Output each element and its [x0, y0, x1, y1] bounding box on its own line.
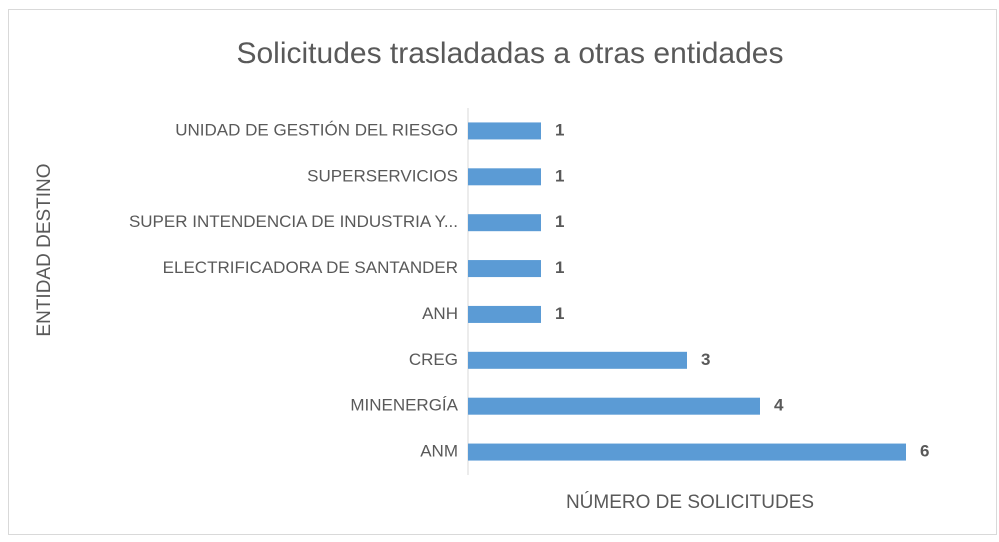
data-label: 1 [555, 166, 564, 185]
bar [468, 305, 541, 323]
bar [468, 443, 906, 461]
bar [468, 397, 760, 415]
bar [468, 214, 541, 232]
y-tick-label: SUPERSERVICIOS [307, 166, 458, 185]
data-label: 1 [555, 304, 564, 323]
data-label: 4 [774, 396, 784, 415]
data-label: 1 [555, 258, 564, 277]
y-tick-label: ANM [420, 442, 458, 461]
x-axis-label: NÚMERO DE SOLICITUDES [566, 491, 814, 513]
y-axis-label: ENTIDAD DESTINO [34, 163, 55, 336]
y-tick-label: MINENERGÍA [350, 396, 458, 415]
bar [468, 168, 541, 186]
y-tick-label: ELECTRIFICADORA DE SANTANDER [163, 258, 458, 277]
chart-title: Solicitudes trasladadas a otras entidade… [236, 37, 783, 70]
bar [468, 122, 541, 140]
y-tick-label: SUPER INTENDENCIA DE INDUSTRIA Y... [129, 212, 458, 231]
bar [468, 260, 541, 278]
data-label: 6 [920, 442, 929, 461]
y-tick-label: UNIDAD DE GESTIÓN DEL RIESGO [175, 120, 458, 139]
data-label: 3 [701, 350, 710, 369]
y-tick-label: ANH [422, 304, 458, 323]
data-label: 1 [555, 212, 564, 231]
bar [468, 351, 687, 369]
y-tick-label: CREG [409, 350, 458, 369]
data-label: 1 [555, 120, 564, 139]
